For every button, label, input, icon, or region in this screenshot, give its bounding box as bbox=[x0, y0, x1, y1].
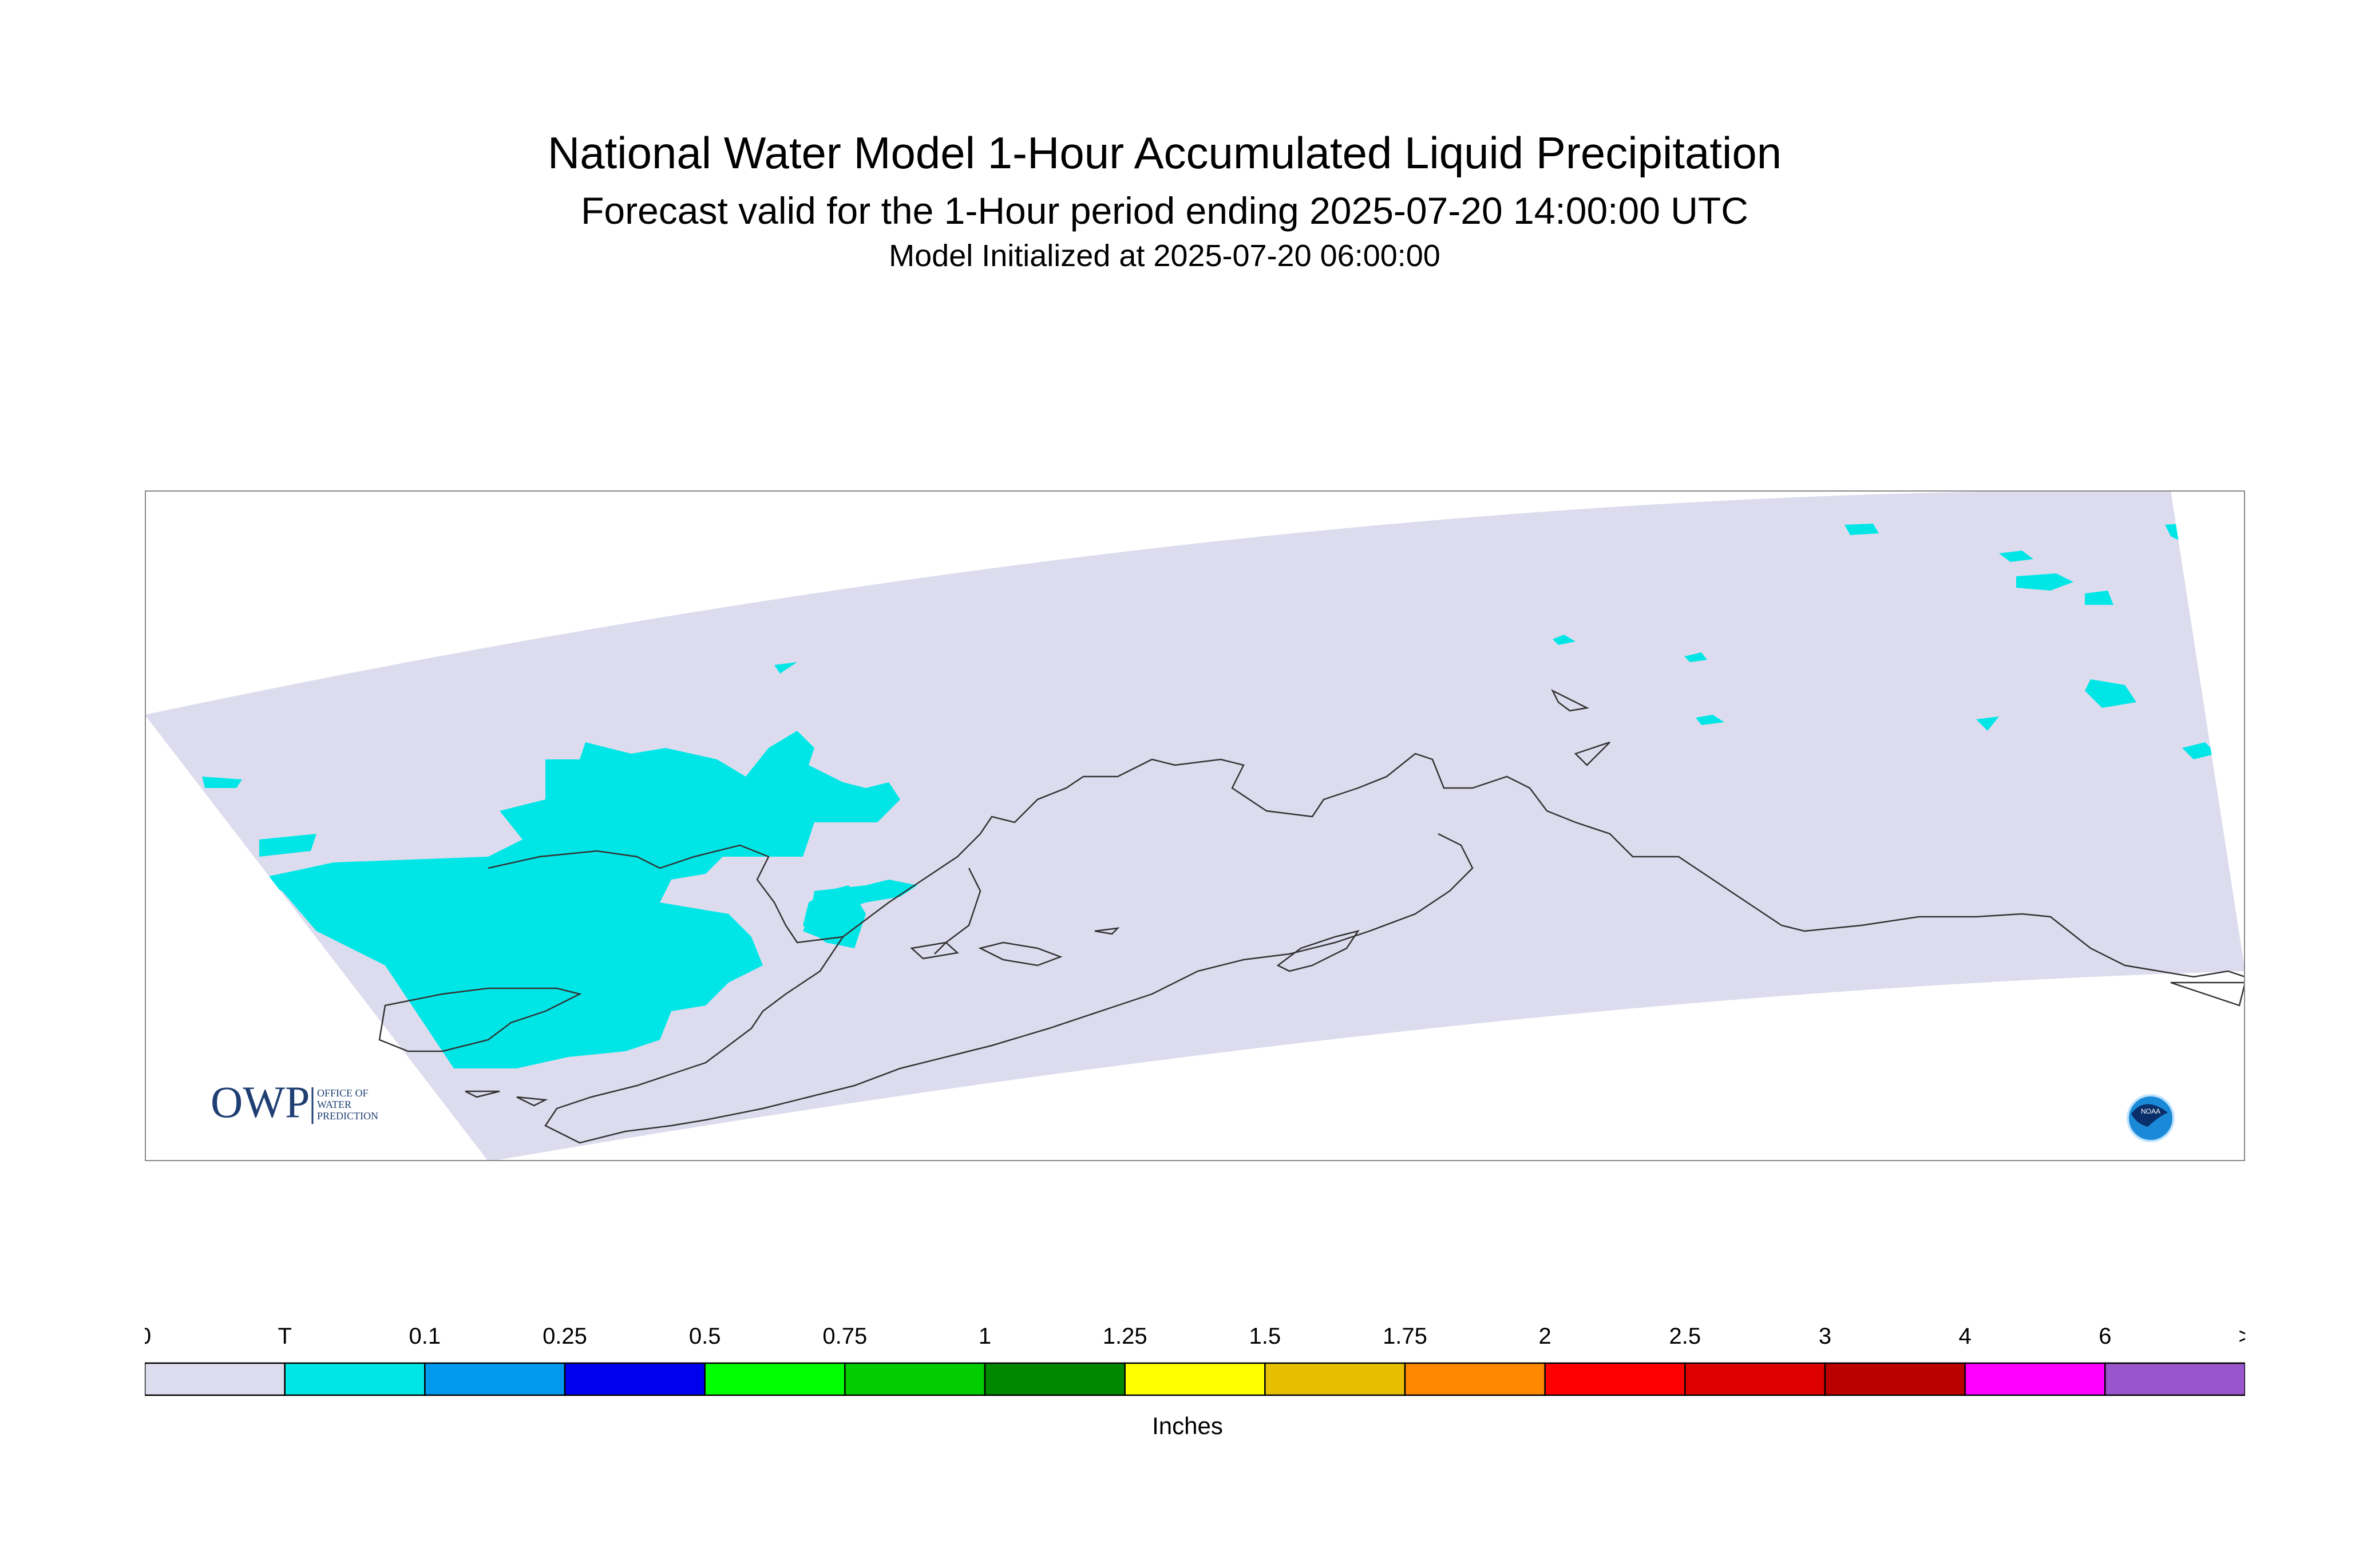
coastline-ne-1 bbox=[1551, 689, 1589, 712]
coastline-mainland bbox=[488, 753, 2245, 978]
legend-swatch bbox=[284, 1362, 426, 1396]
precip-area-ne-6 bbox=[1976, 716, 1999, 731]
legend-swatch bbox=[424, 1362, 566, 1396]
precip-area-west-3 bbox=[259, 834, 316, 857]
legend-color-bar bbox=[145, 1362, 2245, 1396]
coastline-lake-2 bbox=[1094, 927, 1120, 935]
coastlines bbox=[378, 689, 2245, 1144]
legend-tick-label: 4 bbox=[1959, 1324, 1972, 1349]
coastline-lake-1 bbox=[978, 941, 1063, 967]
legend-swatch bbox=[1404, 1362, 1546, 1396]
model-init-line: Model Initialized at 2025-07-20 06:00:00 bbox=[889, 239, 1440, 273]
precip-area-ne-7 bbox=[2182, 742, 2216, 759]
legend-labels: 0 T 0.1 0.25 0.5 0.75 1 1.25 1.5 1.75 2 2.5 3 4 6 > bbox=[145, 1324, 2245, 1349]
legend-swatch bbox=[1544, 1362, 1686, 1396]
legend-tick-label: > bbox=[2238, 1324, 2245, 1349]
precip-area-gulf bbox=[812, 880, 917, 914]
precip-area-north-1 bbox=[774, 662, 797, 674]
legend-units: Inches bbox=[1152, 1412, 1223, 1439]
coastline-island-kodiak bbox=[1276, 930, 1360, 972]
precip-area-north-3 bbox=[1684, 652, 1707, 662]
precip-area-west bbox=[254, 731, 900, 1068]
noaa-logo-text: NOAA bbox=[2141, 1107, 2160, 1115]
legend-swatch bbox=[2104, 1362, 2245, 1396]
precip-legend: 0 T 0.1 0.25 0.5 0.75 1 1.25 1.5 1.75 2 2.5 3 4 6 > bbox=[145, 1324, 2245, 1396]
legend-swatch bbox=[984, 1362, 1126, 1396]
precip-area-ne-1 bbox=[1844, 524, 1879, 535]
legend-tick-label: 0.1 bbox=[409, 1324, 441, 1349]
legend-tick-label: T bbox=[278, 1324, 291, 1349]
legend-tick-label: 1.75 bbox=[1383, 1324, 1427, 1349]
precip-area-ne-5 bbox=[2085, 679, 2136, 708]
legend-tick-label: 2.5 bbox=[1669, 1324, 1701, 1349]
noaa-logo: NOAA bbox=[2127, 1094, 2175, 1142]
legend-swatch bbox=[704, 1362, 846, 1396]
legend-tick-label: 6 bbox=[2099, 1324, 2111, 1349]
legend-swatch bbox=[1264, 1362, 1406, 1396]
coastline-kenai bbox=[934, 868, 981, 955]
legend-swatch bbox=[145, 1362, 286, 1396]
legend-tick-label: 0.5 bbox=[689, 1324, 721, 1349]
legend-tick-label: 3 bbox=[1819, 1324, 1831, 1349]
precip-area-ne-8 bbox=[1999, 551, 2033, 562]
precipitation-map: OWP OFFICE OF WATER PREDICTION NOAA bbox=[145, 490, 2245, 1161]
coastline-west-islands bbox=[465, 1090, 548, 1107]
precip-area-ne-2 bbox=[2016, 573, 2073, 591]
coastline-west-delta bbox=[378, 987, 582, 1052]
legend-swatch bbox=[844, 1362, 986, 1396]
legend-swatch bbox=[1824, 1362, 1966, 1396]
legend-swatch bbox=[1124, 1362, 1266, 1396]
legend-tick-label: 1.25 bbox=[1103, 1324, 1147, 1349]
legend-tick-label: 0 bbox=[145, 1324, 151, 1349]
precip-area-north-4 bbox=[1696, 715, 1724, 725]
legend-tick-label: 1.5 bbox=[1249, 1324, 1281, 1349]
map-subtitle: Forecast valid for the 1-Hour period end… bbox=[581, 189, 1748, 232]
legend-tick-label: 1 bbox=[979, 1324, 991, 1349]
map-frame bbox=[145, 490, 2245, 1161]
owp-logo-subtitle-3: PREDICTION bbox=[317, 1110, 378, 1122]
owp-logo-text: OWP bbox=[211, 1077, 310, 1127]
precip-area-north-2 bbox=[1553, 635, 1576, 645]
legend-swatch bbox=[1964, 1362, 2106, 1396]
legend-swatch bbox=[564, 1362, 706, 1396]
map-title: National Water Model 1-Hour Accumulated … bbox=[547, 128, 1782, 178]
legend-tick-label: 0.75 bbox=[822, 1324, 867, 1349]
legend-swatch bbox=[1684, 1362, 1826, 1396]
owp-logo-subtitle-2: WATER bbox=[317, 1099, 351, 1110]
precip-area-west-4 bbox=[202, 777, 242, 788]
legend-tick-label: 2 bbox=[1539, 1324, 1551, 1349]
precip-area-ne-3 bbox=[2085, 591, 2113, 605]
coastline-ne-2 bbox=[1574, 741, 1610, 766]
legend-tick-label: 0.25 bbox=[543, 1324, 587, 1349]
coastline-alaska-peninsula bbox=[544, 833, 1474, 1144]
coastline-island-bay bbox=[910, 941, 959, 960]
owp-logo-subtitle-1: OFFICE OF bbox=[317, 1087, 369, 1099]
owp-logo: OWP OFFICE OF WATER PREDICTION bbox=[211, 1077, 378, 1127]
coastline-se-canada bbox=[2170, 981, 2245, 1007]
